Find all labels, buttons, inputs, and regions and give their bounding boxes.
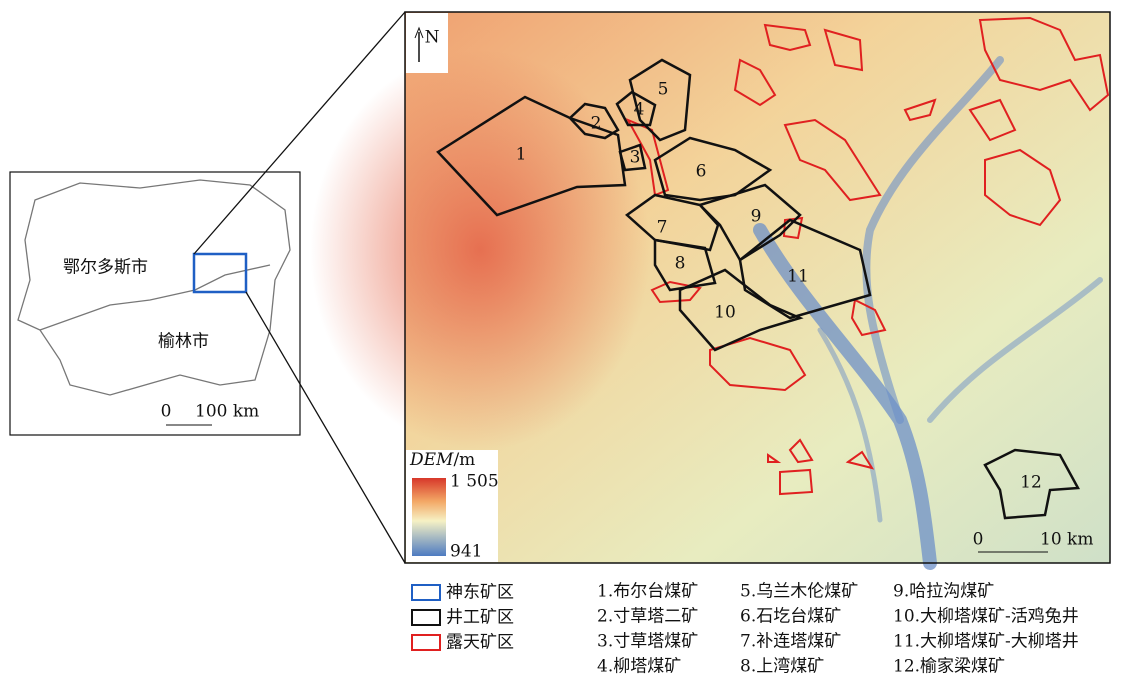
mine-label: 1 (516, 145, 527, 165)
mine-label: 10 (714, 303, 736, 323)
river-valley (753, 56, 1103, 570)
underground-mines (436, 58, 1081, 520)
mine-label: 5 (658, 80, 669, 100)
legend-swatch (411, 584, 441, 601)
region-border (39, 264, 271, 331)
dem-raster (310, 50, 650, 450)
mine-name: 7.补连塔煤矿 (740, 632, 841, 652)
dem-legend-title: DEM/m (409, 450, 475, 470)
mine-label: 2 (591, 114, 602, 134)
region-outline (17, 179, 291, 396)
mine-label: 8 (675, 254, 686, 274)
dem-title: DEM (409, 450, 454, 470)
mine-label: 3 (630, 148, 641, 168)
legend-label: 神东矿区 (446, 583, 514, 603)
mine-label: 4 (634, 100, 645, 120)
legend-swatch (411, 609, 441, 626)
dem-ramp (412, 478, 446, 556)
mine-name: 9.哈拉沟煤矿 (893, 582, 994, 602)
mine-name: 5.乌兰木伦煤矿 (740, 582, 858, 602)
map-frame (404, 11, 1111, 564)
dem-min: 941 (450, 542, 482, 562)
scale-label: 10 km (1040, 530, 1093, 550)
dem-max: 1 505 (450, 472, 499, 492)
north-label: N (425, 28, 440, 48)
legend-label: 井工矿区 (446, 608, 514, 628)
zoom-line (245, 291, 406, 564)
north-box (406, 13, 448, 73)
mine-label: 7 (657, 218, 668, 238)
scale-label: 0 (161, 402, 172, 422)
mine-name: 10.大柳塔煤矿-活鸡兔井 (893, 607, 1079, 627)
legend-label: 露天矿区 (446, 633, 514, 653)
legend-swatch (411, 634, 441, 651)
mine-name: 11.大柳塔煤矿-大柳塔井 (893, 632, 1079, 652)
scale-label: 0 (973, 530, 984, 550)
mine-name: 3.寸草塔煤矿 (597, 632, 698, 652)
north-arrow (414, 26, 424, 39)
mine-label: 9 (751, 207, 762, 227)
zoom-line (193, 11, 406, 255)
mine-name: 6.石圪台煤矿 (740, 607, 841, 627)
mine-label: 6 (696, 162, 707, 182)
mine-name: 2.寸草塔二矿 (597, 607, 698, 627)
mine-label: 11 (787, 267, 809, 287)
scale-label: 100 km (195, 402, 259, 422)
mine-name: 4.柳塔煤矿 (597, 657, 681, 677)
inset-frame (9, 171, 301, 436)
study-area-box (192, 252, 248, 294)
mine-name: 12.榆家梁煤矿 (893, 657, 1005, 677)
region-label: 榆林市 (158, 332, 209, 352)
dem-unit: /m (453, 450, 475, 470)
mine-name: 1.布尔台煤矿 (597, 582, 698, 602)
region-label: 鄂尔多斯市 (63, 258, 148, 278)
mine-name: 8.上湾煤矿 (740, 657, 824, 677)
mine-label: 12 (1020, 473, 1042, 493)
